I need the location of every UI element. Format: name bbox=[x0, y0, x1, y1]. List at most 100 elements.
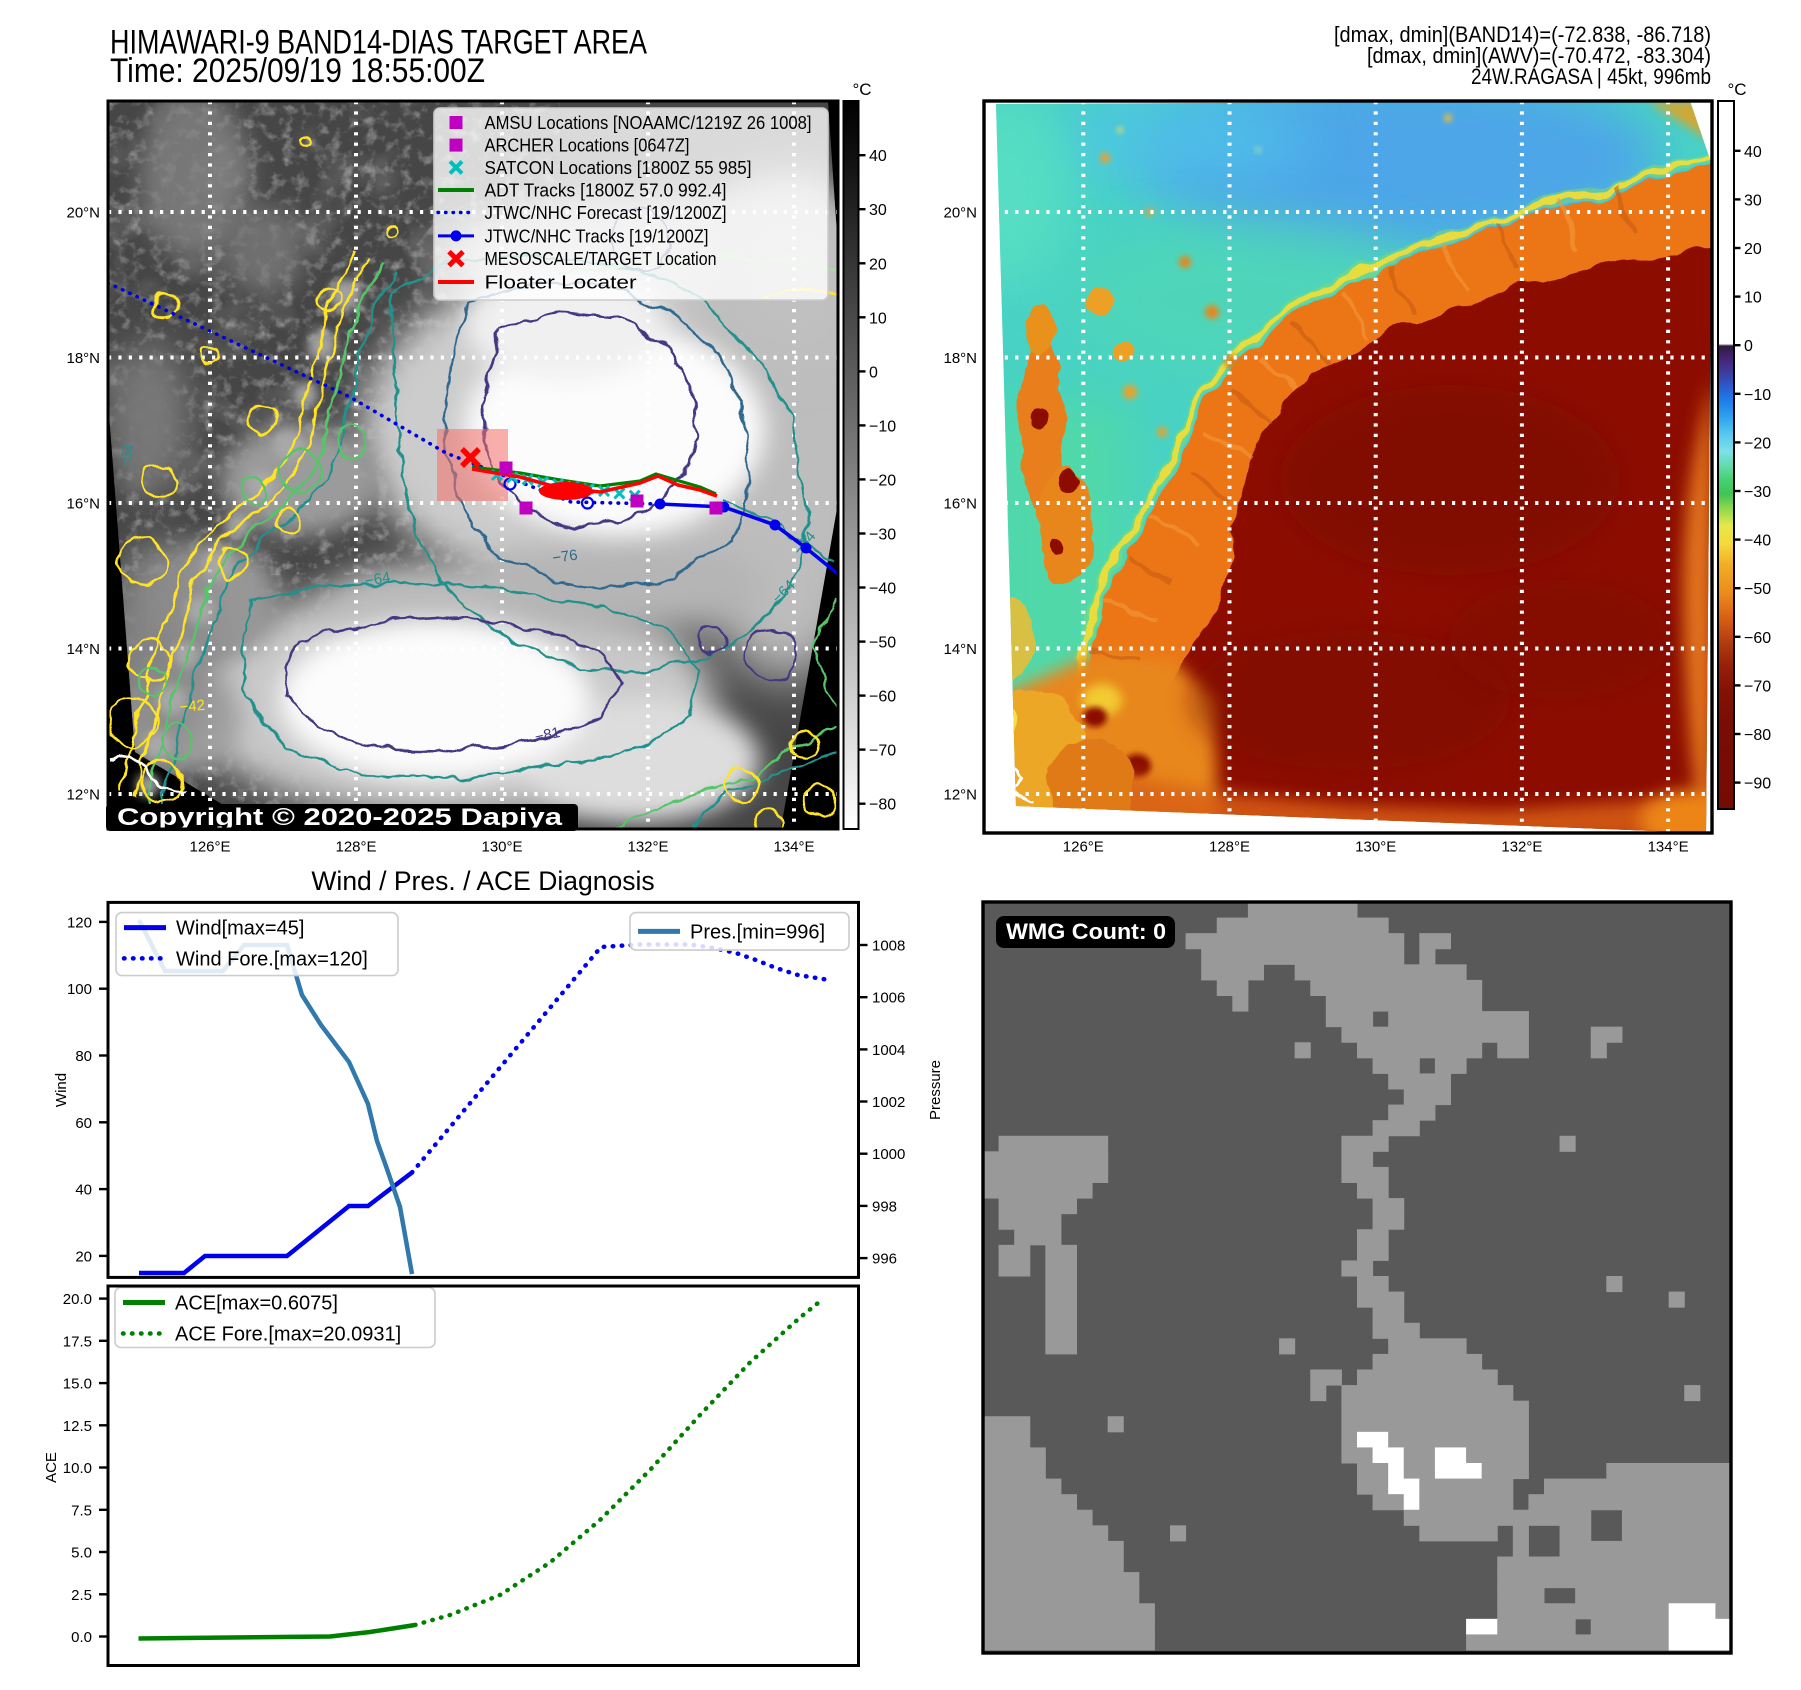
svg-text:ARCHER Locations [0647Z]: ARCHER Locations [0647Z] bbox=[485, 135, 690, 156]
svg-text:120: 120 bbox=[67, 914, 92, 931]
svg-text:128°E: 128°E bbox=[1209, 839, 1250, 856]
svg-text:−54: −54 bbox=[115, 442, 138, 471]
svg-text:130°E: 130°E bbox=[481, 839, 522, 856]
svg-text:−10: −10 bbox=[869, 418, 896, 435]
svg-text:126°E: 126°E bbox=[189, 839, 230, 856]
svg-text:998: 998 bbox=[872, 1198, 897, 1215]
svg-text:20: 20 bbox=[1744, 241, 1762, 258]
svg-text:134°E: 134°E bbox=[1648, 839, 1689, 856]
svg-text:40: 40 bbox=[75, 1182, 92, 1199]
svg-text:130°E: 130°E bbox=[1355, 839, 1396, 856]
svg-text:−80: −80 bbox=[1744, 727, 1771, 744]
svg-text:14°N: 14°N bbox=[943, 641, 977, 658]
svg-text:−90: −90 bbox=[1744, 776, 1771, 793]
svg-text:JTWC/NHC Forecast [19/1200Z]: JTWC/NHC Forecast [19/1200Z] bbox=[485, 202, 727, 223]
svg-text:2.5: 2.5 bbox=[71, 1587, 92, 1604]
svg-text:40: 40 bbox=[1744, 144, 1762, 161]
svg-text:ADT Tracks [1800Z 57.0 992.4]: ADT Tracks [1800Z 57.0 992.4] bbox=[485, 180, 727, 201]
svg-text:10: 10 bbox=[1744, 290, 1762, 307]
svg-text:−30: −30 bbox=[869, 527, 896, 544]
svg-text:0.0: 0.0 bbox=[71, 1629, 92, 1646]
svg-text:80: 80 bbox=[75, 1048, 92, 1065]
svg-text:Time: 2025/09/19 18:55:00Z: Time: 2025/09/19 18:55:00Z bbox=[110, 52, 485, 90]
svg-text:Copyright © 2020-2025 Dapiya: Copyright © 2020-2025 Dapiya bbox=[117, 804, 562, 831]
svg-text:−40: −40 bbox=[1744, 533, 1771, 550]
svg-text:Wind[max=45]: Wind[max=45] bbox=[176, 918, 304, 940]
svg-text:−81: −81 bbox=[533, 724, 561, 746]
svg-text:−42: −42 bbox=[179, 697, 206, 716]
svg-text:−50: −50 bbox=[1744, 581, 1771, 598]
svg-text:1006: 1006 bbox=[872, 990, 905, 1007]
svg-text:Wind: Wind bbox=[53, 1073, 70, 1107]
svg-text:132°E: 132°E bbox=[1501, 839, 1542, 856]
svg-text:18°N: 18°N bbox=[943, 350, 977, 367]
svg-text:Wind / Pres. / ACE Diagnosis: Wind / Pres. / ACE Diagnosis bbox=[311, 866, 654, 896]
svg-text:10: 10 bbox=[869, 310, 887, 327]
svg-text:AMSU Locations [NOAAMC/1219Z 2: AMSU Locations [NOAAMC/1219Z 26 1008] bbox=[485, 112, 812, 133]
svg-text:MESOSCALE/TARGET Location: MESOSCALE/TARGET Location bbox=[485, 248, 717, 269]
svg-text:7.5: 7.5 bbox=[71, 1502, 92, 1519]
svg-text:−20: −20 bbox=[869, 472, 896, 489]
svg-text:−60: −60 bbox=[869, 689, 896, 706]
svg-text:−80: −80 bbox=[869, 797, 896, 814]
svg-text:JTWC/NHC Tracks [19/1200Z]: JTWC/NHC Tracks [19/1200Z] bbox=[485, 225, 709, 246]
svg-text:12°N: 12°N bbox=[943, 787, 977, 804]
svg-text:126°E: 126°E bbox=[1063, 839, 1104, 856]
svg-text:20.0: 20.0 bbox=[63, 1291, 92, 1308]
svg-text:−64: −64 bbox=[364, 569, 392, 590]
svg-text:20: 20 bbox=[75, 1248, 92, 1265]
svg-text:1000: 1000 bbox=[872, 1146, 905, 1163]
svg-text:60: 60 bbox=[75, 1115, 92, 1132]
svg-text:[dmax, dmin](BAND14)=(-72.838,: [dmax, dmin](BAND14)=(-72.838, -86.718) bbox=[1334, 22, 1711, 47]
svg-text:15.0: 15.0 bbox=[63, 1376, 92, 1393]
svg-text:5.0: 5.0 bbox=[71, 1545, 92, 1562]
svg-text:−50: −50 bbox=[869, 635, 896, 652]
svg-text:−76: −76 bbox=[551, 547, 579, 567]
svg-text:[dmax, dmin](AWV)=(-70.472, -8: [dmax, dmin](AWV)=(-70.472, -83.304) bbox=[1367, 43, 1711, 68]
svg-text:30: 30 bbox=[869, 202, 887, 219]
svg-text:Wind Fore.[max=120]: Wind Fore.[max=120] bbox=[176, 948, 368, 970]
svg-text:0: 0 bbox=[869, 364, 878, 381]
svg-text:Pres.[min=996]: Pres.[min=996] bbox=[690, 921, 825, 943]
svg-text:20: 20 bbox=[869, 256, 887, 273]
svg-text:134°E: 134°E bbox=[773, 839, 814, 856]
svg-text:18°N: 18°N bbox=[66, 350, 100, 367]
svg-text:−40: −40 bbox=[869, 581, 896, 598]
svg-text:30: 30 bbox=[1744, 192, 1762, 209]
svg-text:996: 996 bbox=[872, 1251, 897, 1268]
svg-text:°C: °C bbox=[1727, 80, 1746, 99]
svg-text:−60: −60 bbox=[1744, 630, 1771, 647]
svg-text:Pressure: Pressure bbox=[927, 1060, 944, 1120]
svg-text:Floater Locater: Floater Locater bbox=[485, 272, 637, 293]
svg-text:12.5: 12.5 bbox=[63, 1418, 92, 1435]
svg-text:0: 0 bbox=[1744, 338, 1753, 355]
svg-text:20°N: 20°N bbox=[66, 205, 100, 222]
svg-text:HIMAWARI-9 BAND14-DIAS TARGET: HIMAWARI-9 BAND14-DIAS TARGET AREA bbox=[110, 24, 647, 62]
svg-text:1004: 1004 bbox=[872, 1042, 905, 1059]
svg-text:132°E: 132°E bbox=[627, 839, 668, 856]
svg-text:−70: −70 bbox=[869, 743, 896, 760]
svg-text:−70: −70 bbox=[1744, 678, 1771, 695]
svg-text:17.5: 17.5 bbox=[63, 1333, 92, 1350]
svg-text:ACE[max=0.6075]: ACE[max=0.6075] bbox=[175, 1293, 338, 1315]
svg-text:ACE: ACE bbox=[43, 1452, 60, 1483]
svg-text:SATCON Locations [1800Z 55 985: SATCON Locations [1800Z 55 985] bbox=[485, 157, 752, 178]
svg-text:1008: 1008 bbox=[872, 938, 905, 955]
svg-text:12°N: 12°N bbox=[66, 787, 100, 804]
svg-text:20°N: 20°N bbox=[943, 205, 977, 222]
svg-text:−30: −30 bbox=[1744, 484, 1771, 501]
svg-text:WMG Count: 0: WMG Count: 0 bbox=[1006, 919, 1166, 944]
svg-text:−10: −10 bbox=[1744, 387, 1771, 404]
svg-text:16°N: 16°N bbox=[66, 496, 100, 513]
svg-text:40: 40 bbox=[869, 148, 887, 165]
svg-text:100: 100 bbox=[67, 981, 92, 998]
svg-text:−20: −20 bbox=[1744, 435, 1771, 452]
svg-text:10.0: 10.0 bbox=[63, 1460, 92, 1477]
svg-text:128°E: 128°E bbox=[335, 839, 376, 856]
svg-text:24W.RAGASA | 45kt, 996mb: 24W.RAGASA | 45kt, 996mb bbox=[1471, 64, 1711, 89]
svg-text:ACE Fore.[max=20.0931]: ACE Fore.[max=20.0931] bbox=[175, 1324, 401, 1346]
svg-text:1002: 1002 bbox=[872, 1094, 905, 1111]
svg-text:16°N: 16°N bbox=[943, 496, 977, 513]
svg-text:°C: °C bbox=[852, 80, 871, 99]
svg-text:14°N: 14°N bbox=[66, 641, 100, 658]
